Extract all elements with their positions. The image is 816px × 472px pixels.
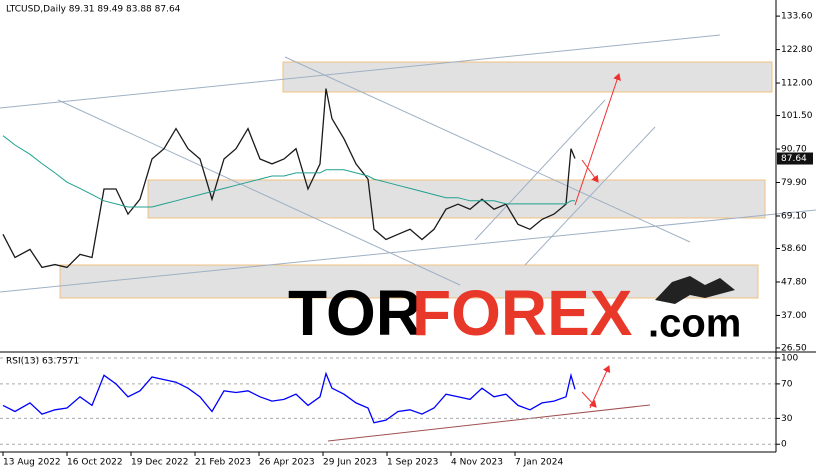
- y-tick-label: 133.60: [781, 12, 813, 22]
- y-tick-label: 37.00: [781, 311, 807, 321]
- y-tick-label: 101.50: [781, 111, 813, 121]
- arrow: [589, 365, 611, 409]
- last-price-label: 87.64: [781, 154, 807, 164]
- x-tick-label: 7 Jan 2024: [515, 458, 563, 468]
- x-tick-label: 29 Jun 2023: [323, 458, 377, 468]
- x-tick-label: 21 Feb 2023: [195, 458, 251, 468]
- trend-line: [0, 209, 816, 293]
- chart-title: LTCUSD,Daily 89.31 89.49 83.88 87.64: [6, 5, 181, 15]
- rsi-trend-line: [327, 404, 651, 442]
- y-tick-label: 26.50: [781, 343, 807, 353]
- arrow: [581, 159, 599, 183]
- arrow: [581, 391, 597, 408]
- y-tick-label: 47.80: [781, 277, 807, 287]
- trend-line: [524, 126, 656, 266]
- series-line: [2, 88, 576, 269]
- trend-line: [474, 99, 606, 241]
- trend-line: [284, 56, 691, 243]
- x-tick-label: 19 Dec 2022: [131, 458, 189, 468]
- arrow: [574, 73, 621, 206]
- watermark: TOR FOREX .com: [288, 276, 741, 349]
- series-line: [2, 371, 576, 424]
- y-tick-label: 112.00: [781, 79, 813, 89]
- y-tick-label: 100: [781, 354, 798, 364]
- watermark-forex: FOREX: [412, 277, 633, 349]
- bull-icon: [655, 276, 735, 304]
- marks: [0, 88, 776, 445]
- y-tick-label: 70: [781, 379, 793, 389]
- rsi-title: RSI(13) 63.7571: [6, 357, 79, 367]
- arrows: [574, 73, 621, 409]
- x-tick-label: 1 Sep 2023: [387, 458, 438, 468]
- trend-line: [57, 99, 461, 286]
- x-tick-label: 16 Oct 2022: [67, 458, 123, 468]
- y-tick-label: 69.10: [781, 211, 807, 221]
- x-tick-label: 26 Apr 2023: [259, 458, 315, 468]
- x-tick-label: 13 Aug 2022: [3, 458, 61, 468]
- y-tick-label: 0: [781, 440, 787, 450]
- y-tick-label: 79.90: [781, 178, 807, 188]
- last-price-box: [777, 152, 813, 165]
- trend-lines: [0, 34, 816, 442]
- y-tick-label: 30: [781, 414, 793, 424]
- trend-line: [0, 34, 721, 109]
- support-zone: [59, 264, 759, 299]
- x-tick-label: 4 Nov 2023: [451, 458, 503, 468]
- watermark-tor: TOR: [288, 277, 422, 349]
- y-tick-label: 58.60: [781, 244, 807, 254]
- series-line: [2, 135, 575, 208]
- middle-zone: [147, 179, 766, 219]
- zones: [59, 61, 773, 299]
- resistance-zone: [282, 61, 773, 93]
- y-tick-label: 90.70: [781, 145, 807, 155]
- watermark-com: .com: [648, 302, 741, 346]
- y-tick-label: 122.80: [781, 45, 813, 55]
